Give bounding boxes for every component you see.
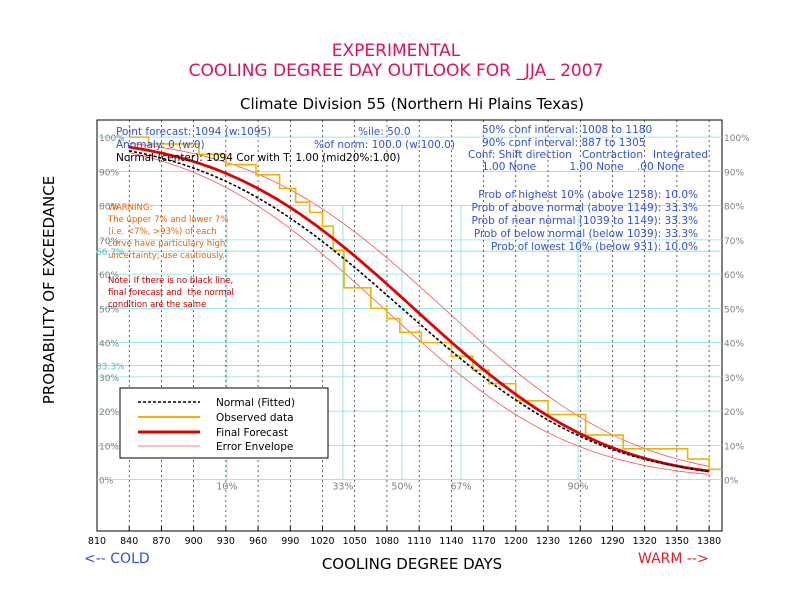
title-line1: EXPERIMENTAL: [332, 41, 461, 61]
y-tick-label-right: 20%: [724, 408, 744, 418]
y-tick-label-right: 40%: [724, 340, 744, 350]
legend-label-normal: Normal (Fitted): [216, 397, 295, 409]
y-tick-label-right: 10%: [724, 442, 744, 452]
pct-of-norm-text: %of norm: 100.0 (w:100.0): [314, 139, 455, 151]
legend-label-envelope: Error Envelope: [216, 441, 293, 453]
y-tick-label-right: 70%: [724, 237, 744, 247]
conf50-text: 50% conf interval: 1008 to 1180: [482, 124, 652, 136]
conf90-text: 90% conf interval: 887 to 1305: [482, 137, 645, 149]
normal-center-text: Normal (center): 1094 Cor with T: 1.00 (…: [116, 152, 400, 164]
y-tick-label-left: 80%: [99, 203, 119, 213]
cold-label: <-- COLD: [84, 551, 150, 567]
x-axis-label: COOLING DEGREE DAYS: [322, 555, 502, 573]
conf-header-text: Conf: Shift direction Contraction Integr…: [468, 149, 708, 161]
prob-above-normal: Prob of above normal (above 1149): 33.3%: [472, 202, 698, 214]
x-tick-label: 960: [249, 536, 267, 547]
y-tick-label-left: 60%: [99, 271, 119, 281]
prob-lowest: Prob of lowest 10% (below 931): 10.0%: [491, 241, 698, 253]
x-tick-label: 1320: [633, 536, 657, 547]
y-tick-label-right: 50%: [724, 305, 744, 315]
x-tick-label: 1020: [310, 536, 334, 547]
warning-line: The upper 7% and lower 7%: [107, 215, 228, 225]
y-tick-label-right: 90%: [724, 168, 744, 178]
plot-frame: [96, 119, 723, 532]
prob-near-normal: Prob of near normal (1039 to 1149): 33.3…: [471, 215, 698, 227]
special-y-label: 33.3%: [96, 363, 125, 373]
y-tick-label-left: 30%: [99, 374, 119, 384]
probability-list: Prob of highest 10% (above 1258): 10.0% …: [471, 189, 698, 253]
x-tick-label: 840: [120, 536, 138, 547]
y-tick-label-right: 100%: [724, 134, 750, 144]
prob-highest: Prob of highest 10% (above 1258): 10.0%: [478, 189, 698, 201]
note-line: condition are the same: [108, 300, 206, 310]
note-line: final forecast and the normal: [108, 288, 234, 298]
legend-label-forecast: Final Forecast: [216, 427, 288, 439]
percentile-marker-label: 50%: [391, 482, 412, 493]
x-tick-label: 1350: [665, 536, 689, 547]
y-axis-label: PROBABILITY OF EXCEEDANCE: [40, 176, 58, 404]
y-tick-label-left: 0%: [99, 477, 114, 487]
percentile-marker-label: 10%: [216, 482, 237, 493]
x-tick-label: 1170: [472, 536, 496, 547]
x-tick-label: 1080: [375, 536, 399, 547]
percentile-marker-label: 67%: [450, 482, 471, 493]
y-tick-label-left: 90%: [99, 168, 119, 178]
y-tick-label-left: 100%: [99, 134, 125, 144]
x-tick-label: 930: [217, 536, 235, 547]
grid-layer: [96, 120, 722, 531]
warning-line: uncertainty; use cautiously.: [108, 251, 225, 261]
y-tick-label-left: 10%: [99, 442, 119, 452]
x-tick-label: 900: [185, 536, 203, 547]
percentile-text: %ile: 50.0: [358, 126, 411, 138]
warning-line: WARNING:: [108, 203, 152, 213]
percentile-marker-label: 33%: [332, 482, 353, 493]
legend: Normal (Fitted) Observed data Final Fore…: [119, 387, 329, 459]
title-line2: COOLING DEGREE DAY OUTLOOK FOR _JJA_ 200…: [189, 61, 604, 81]
x-tick-label: 1380: [697, 536, 721, 547]
warm-label: WARM -->: [638, 551, 709, 567]
warning-line: curve have particulary high: [108, 239, 225, 249]
warning-line: (i.e. <7%, >93%) of each: [108, 227, 216, 237]
conf-values-text: 1.00 None 1.00 None .00 None: [482, 161, 684, 173]
legend-label-observed: Observed data: [216, 412, 294, 424]
y-tick-label-left: 20%: [99, 408, 119, 418]
observed-data-line: [129, 136, 722, 471]
anomaly-text: Anomaly: 0 (w:0): [116, 139, 205, 151]
tick-layer: 100% 100% 90% 90% 80% 80% 70% 70% 60% 60% 50% 50% 40…: [88, 134, 750, 547]
note-line: Note: If there is no black line,: [108, 276, 233, 286]
percentile-marker-layer: 10% 33% 50% 67% 90%: [216, 205, 589, 493]
x-tick-label: 810: [88, 536, 106, 547]
x-tick-label: 1140: [439, 536, 463, 547]
y-tick-label-right: 60%: [724, 271, 744, 281]
x-tick-label: 1290: [600, 536, 624, 547]
x-tick-label: 1200: [504, 536, 528, 547]
error-envelope-lower: [129, 152, 710, 475]
x-tick-label: 1050: [343, 536, 367, 547]
x-tick-label: 870: [152, 536, 170, 547]
y-tick-label-left: 70%: [99, 237, 119, 247]
curve-layer: [128, 136, 722, 475]
x-tick-label: 990: [281, 536, 299, 547]
percentile-marker-label: 90%: [568, 482, 589, 493]
subtitle: Climate Division 55 (Northern Hi Plains …: [240, 95, 584, 113]
warning-block: WARNING: The upper 7% and lower 7% (i.e.…: [107, 203, 228, 261]
y-tick-label-right: 0%: [724, 477, 739, 487]
normal-fitted-line: [129, 150, 710, 473]
special-y-label: 66.7%: [96, 248, 125, 258]
y-tick-label-right: 30%: [724, 374, 744, 384]
y-tick-label-left: 50%: [99, 305, 119, 315]
y-tick-label-right: 80%: [724, 203, 744, 213]
prob-below-normal: Prob of below normal (below 1039): 33.3%: [474, 228, 698, 240]
note-block: Note: If there is no black line, final f…: [108, 276, 234, 310]
final-forecast-line: [128, 145, 710, 473]
y-tick-label-left: 40%: [99, 340, 119, 350]
x-tick-label: 1110: [407, 536, 431, 547]
x-tick-label: 1260: [568, 536, 592, 547]
point-forecast-text: Point forecast: 1094 (w:1095): [116, 126, 271, 138]
x-tick-label: 1230: [536, 536, 560, 547]
